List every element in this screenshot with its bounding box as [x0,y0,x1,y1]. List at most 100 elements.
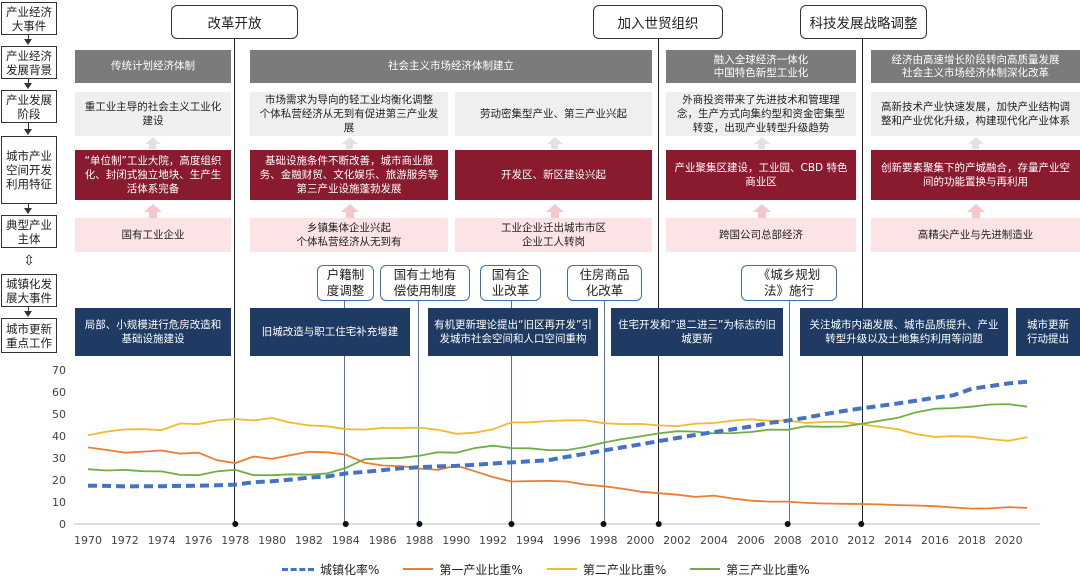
x-tick-label: 1976 [184,534,212,547]
event-marker-dot [858,521,865,527]
up-arrow-icon [551,212,559,218]
event-marker-dot [784,521,791,527]
up-arrow-icon [758,212,766,218]
urban-event-line-soe [511,298,513,524]
renewal-organic: 有机更新理论提出“旧区再开发”引发城市社会空间和人口空间重构 [428,308,598,356]
urban-event-planning-law: 《城乡规划 法》施行 [741,265,837,301]
x-tick-label: 1994 [516,534,544,547]
subject-township-enterprise: 乡镇集体企业兴起 个体私营经济从无到有 [250,218,448,252]
urban-event-line-hukou [344,298,346,524]
connector-line [28,35,29,39]
row-label-background: 产业经济发展背景 [1,46,57,79]
subject-high-end-manufacturing: 高精尖产业与先进制造业 [871,218,1080,252]
x-tick-label: 2012 [847,534,875,547]
event-wto: 加入世贸组织 [593,5,723,39]
event-marker-dot [655,521,662,527]
line-chart: 0 10 20 30 40 50 60 70 1970 1972 1974 1976 1978 1980 1… [52,364,1040,547]
up-arrow-icon [341,204,359,212]
x-tick-label: 2020 [995,534,1023,547]
event-marker-dot [416,521,423,527]
row-label-stage: 产业发展阶段 [1,90,57,123]
double-arrow-icon: ⇳ [23,253,35,269]
renewal-housing-development: 住宅开发和“退二进三”为标志的旧城更新 [611,308,783,356]
y-tick-label: 0 [59,518,66,531]
up-arrow-icon [346,212,354,218]
urban-event-land-use: 国有土地有 偿使用制度 [380,265,470,301]
renewal-old-city: 旧城改造与职工住宅补充增建 [250,308,410,356]
y-tick-label: 30 [52,452,66,465]
x-tick-label: 2006 [737,534,765,547]
up-arrow-icon [145,137,161,144]
x-tick-label: 2014 [884,534,912,547]
renewal-action: 城市更新 行动提出 [1016,308,1080,356]
x-tick-label: 1980 [258,534,286,547]
x-tick-label: 2018 [958,534,986,547]
legend-line-tertiary [690,568,721,570]
x-tick-label: 1978 [221,534,249,547]
subject-multinational: 跨国公司总部经济 [666,218,856,252]
x-tick-label: 1998 [590,534,618,547]
x-tick-label: 1986 [369,534,397,547]
legend-line-primary [403,568,434,570]
legend-line-urban [282,567,314,571]
x-tick-label: 2008 [774,534,802,547]
row-label-urban-events: 城镇化发展大事件 [1,274,57,307]
up-arrow-icon [149,144,156,149]
urban-event-line-land [418,298,420,524]
stage-light-industry: 市场需求为导向的轻工业均衡化调整 个体私营经济从无到有促进第三产业发展 [250,92,448,136]
space-work-unit-compound: “单位制”工业大院，高度组织化、封闭式独立地块、生产生活体系完备 [75,150,231,200]
up-arrow-icon [753,204,771,212]
up-arrow-icon [346,144,353,149]
up-arrow-icon [546,204,564,212]
y-tick-label: 60 [52,386,66,399]
down-arrow-icon [24,129,32,135]
legend-label-tertiary: 第三产业比重% [726,562,810,577]
down-arrow-icon [24,311,32,317]
legend-label-primary: 第一产业比重% [439,562,523,577]
row-label-space: 城市产业空间开发利用特征 [1,136,57,204]
urban-event-line-housing [604,298,606,524]
up-arrow-icon [754,137,770,144]
x-tick-label: 1992 [479,534,507,547]
up-arrow-icon [342,137,358,144]
event-marker-dot [508,521,515,527]
x-tick-label: 1974 [148,534,176,547]
series-urbanization-rate [87,379,1028,489]
up-arrow-icon [968,137,984,144]
urban-event-housing-reform: 住房商品 化改革 [567,265,642,301]
background-globalization: 融入全球经济一体化 中国特色新型工业化 [666,50,856,83]
x-tick-label: 2004 [700,534,728,547]
x-tick-label: 1972 [111,534,139,547]
x-tick-label: 1990 [442,534,470,547]
y-tick-label: 40 [52,430,66,443]
series-secondary-industry [87,417,1028,442]
space-industrial-cluster: 产业聚集区建设，工业园、CBD 特色商业区 [666,150,856,200]
x-tick-label: 1984 [332,534,360,547]
legend-line-secondary [546,568,577,570]
subject-relocation: 工业企业迁出城市市区 企业工人转岗 [455,218,652,252]
event-line-reform [234,38,236,524]
event-line-tech [862,38,864,524]
event-line-wto [658,38,660,524]
row-label-subject: 典型产业主体 [1,215,57,248]
urban-event-soe-reform: 国有企 业改革 [480,265,541,301]
up-arrow-icon [967,204,985,212]
y-tick-label: 50 [52,408,66,421]
space-infrastructure: 基础设施条件不断改善，城市商业服务、金融财贸、文化娱乐、旅游服务等第三产业设施蓬… [250,150,448,200]
urban-event-hukou: 户籍制 度调整 [317,265,374,301]
event-marker-dot [600,521,607,527]
stage-foreign-investment: 外商投资带来了先进技术和管理理念，生产方式向集约型和资金密集型转变，出现产业转型… [666,92,856,136]
connector-line [28,204,29,208]
background-planned-economy: 传统计划经济体制 [75,50,231,83]
up-arrow-icon [547,137,563,144]
legend: 城镇化率% 第一产业比重% 第二产业比重% 第三产业比重% [282,561,842,577]
connector-line [28,307,29,311]
down-arrow-icon [24,39,32,45]
event-reform-opening: 改革开放 [171,5,298,39]
x-tick-label: 1970 [74,534,102,547]
background-high-quality: 经济由高速增长阶段转向高质量发展 社会主义市场经济体制深化改革 [871,50,1080,83]
y-tick-label: 10 [52,496,66,509]
legend-label-urban: 城镇化率% [320,562,380,577]
legend-label-secondary: 第二产业比重% [582,562,667,577]
event-tech-strategy: 科技发展战略调整 [800,5,927,39]
